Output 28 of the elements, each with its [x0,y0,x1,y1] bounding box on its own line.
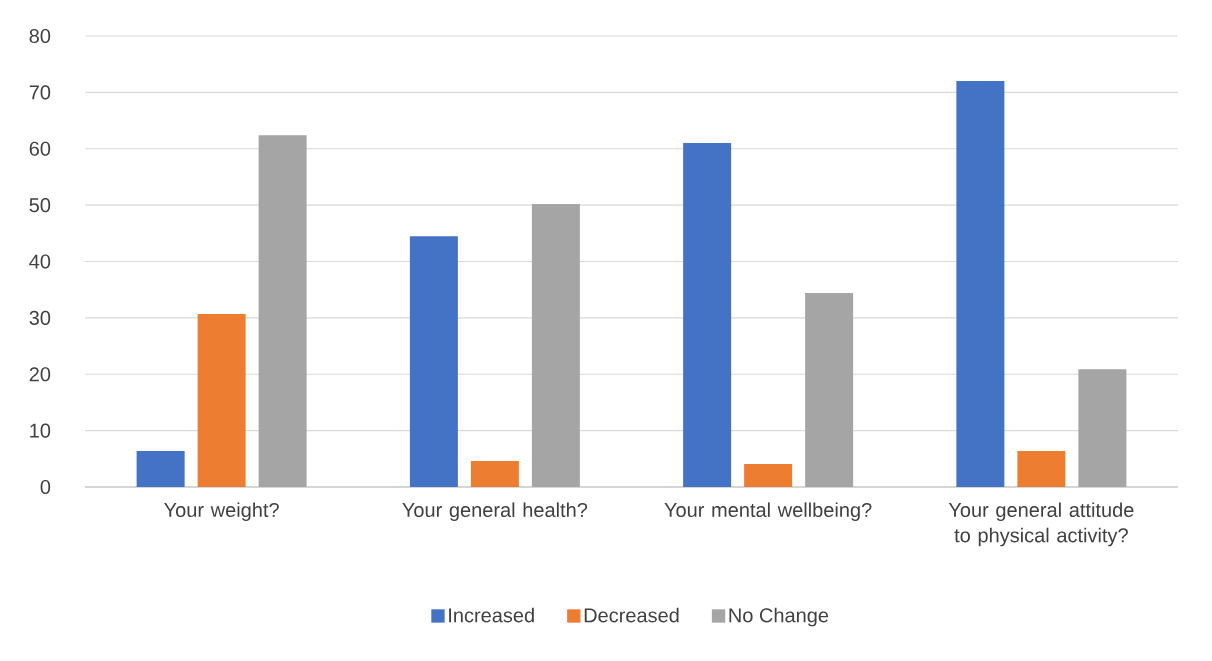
bar [409,236,458,487]
x-tick-label: Your general health? [402,502,588,522]
legend-label: Increased [449,607,534,623]
x-tick-label: Your general attitude to physical activity? [948,502,1134,547]
y-tick-label: 50 [29,198,51,213]
legend-label: No Change [729,607,829,627]
y-tick-label: 20 [29,367,51,382]
bar [1078,369,1127,487]
bar [683,143,732,487]
bar [1017,450,1066,487]
y-tick-label: 30 [29,310,51,325]
legend-label: Decreased [584,607,679,623]
bar [258,135,307,487]
bar [744,463,793,487]
y-tick-label: 40 [29,254,51,269]
y-tick-label: 70 [29,85,51,100]
bar [531,204,580,487]
y-tick-label: 60 [29,141,51,156]
y-tick-label: 0 [40,479,51,495]
bar [805,293,854,487]
bar [136,450,185,487]
x-tick-label: Your weight? [164,502,279,522]
x-tick-label: Your mental wellbeing? [664,502,872,522]
bar [956,81,1005,487]
bar [470,461,519,487]
y-tick-label: 10 [30,423,51,438]
y-tick-label: 80 [29,28,51,44]
bar [197,313,246,487]
